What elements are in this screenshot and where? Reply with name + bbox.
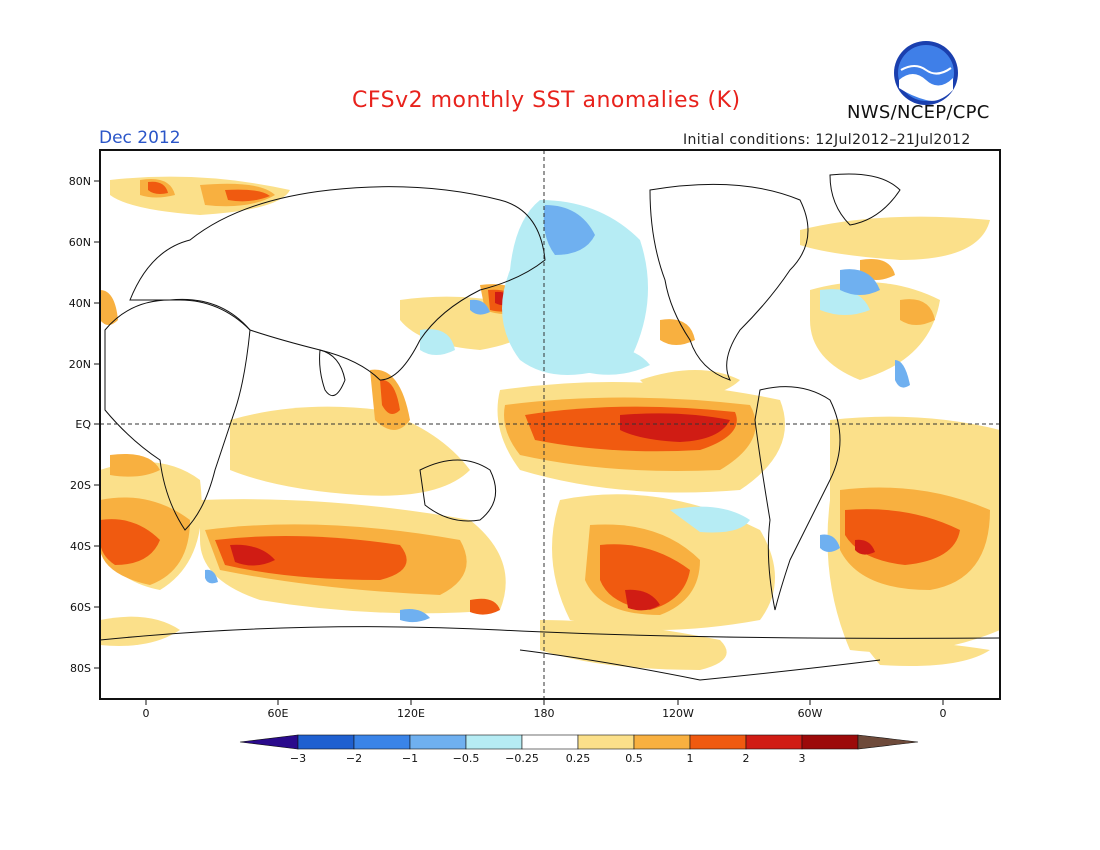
colorbar-label: 1 bbox=[687, 752, 694, 765]
colorbar-segment bbox=[465, 734, 523, 750]
lon-tick-label: 60W bbox=[798, 707, 823, 720]
moderate-cool-anomalies bbox=[205, 205, 910, 623]
colorbar-min-arrow bbox=[239, 734, 299, 750]
colorbar-segment bbox=[689, 734, 747, 750]
colorbar-label: −0.25 bbox=[505, 752, 539, 765]
lon-tick-label: 0 bbox=[143, 707, 150, 720]
colorbar-label: −3 bbox=[290, 752, 306, 765]
lat-tick-label: 40N bbox=[69, 297, 91, 310]
colorbar-label: 3 bbox=[799, 752, 806, 765]
colorbar-label: 2 bbox=[743, 752, 750, 765]
lat-tick-label: EQ bbox=[75, 418, 91, 431]
colorbar-segment bbox=[409, 734, 467, 750]
lon-tick-label: 120E bbox=[397, 707, 425, 720]
lon-tick-label: 60E bbox=[268, 707, 289, 720]
lat-tick-label: 40S bbox=[70, 540, 91, 553]
lon-tick-label: 120W bbox=[662, 707, 694, 720]
colorbar-segment bbox=[521, 734, 579, 750]
latitude-axis: 80N 60N 40N 20N EQ 20S 40S 60S 80S bbox=[69, 175, 100, 675]
colorbar-max-arrow bbox=[857, 734, 919, 750]
initial-conditions-label: Initial conditions: 12Jul2012–21Jul2012 bbox=[683, 132, 971, 148]
lat-tick-label: 20N bbox=[69, 358, 91, 371]
colorbar-segment bbox=[745, 734, 803, 750]
noaa-logo-icon bbox=[894, 41, 958, 105]
coastlines bbox=[100, 173, 1000, 681]
lon-tick-label: 0 bbox=[940, 707, 947, 720]
colorbar-label: 0.25 bbox=[566, 752, 591, 765]
colorbar-segment bbox=[633, 734, 691, 750]
colorbar-segment bbox=[353, 734, 411, 750]
very-strong-warm-anomalies bbox=[230, 291, 875, 611]
lat-tick-label: 20S bbox=[70, 479, 91, 492]
lat-tick-label: 60S bbox=[70, 601, 91, 614]
longitude-axis: 0 60E 120E 180 120W 60W 0 bbox=[143, 699, 947, 720]
colorbar-label: −0.5 bbox=[453, 752, 480, 765]
colorbar-label: −2 bbox=[346, 752, 362, 765]
colorbar-segment bbox=[297, 734, 355, 750]
colorbar-segment bbox=[577, 734, 635, 750]
weak-cool-anomalies bbox=[420, 200, 870, 533]
colorbar-label: −1 bbox=[402, 752, 418, 765]
colorbar: −3 −2 −1 −0.5 −0.25 0.25 0.5 1 2 3 bbox=[239, 734, 919, 765]
valid-month-label: Dec 2012 bbox=[99, 128, 181, 148]
colorbar-label: 0.5 bbox=[625, 752, 643, 765]
agency-label: NWS/NCEP/CPC bbox=[847, 102, 990, 123]
lat-tick-label: 60N bbox=[69, 236, 91, 249]
anomaly-fields bbox=[100, 176, 1000, 670]
lat-tick-label: 80N bbox=[69, 175, 91, 188]
chart-title: CFSv2 monthly SST anomalies (K) bbox=[352, 88, 741, 113]
lat-tick-label: 80S bbox=[70, 662, 91, 675]
lon-tick-label: 180 bbox=[534, 707, 555, 720]
colorbar-segment bbox=[801, 734, 859, 750]
